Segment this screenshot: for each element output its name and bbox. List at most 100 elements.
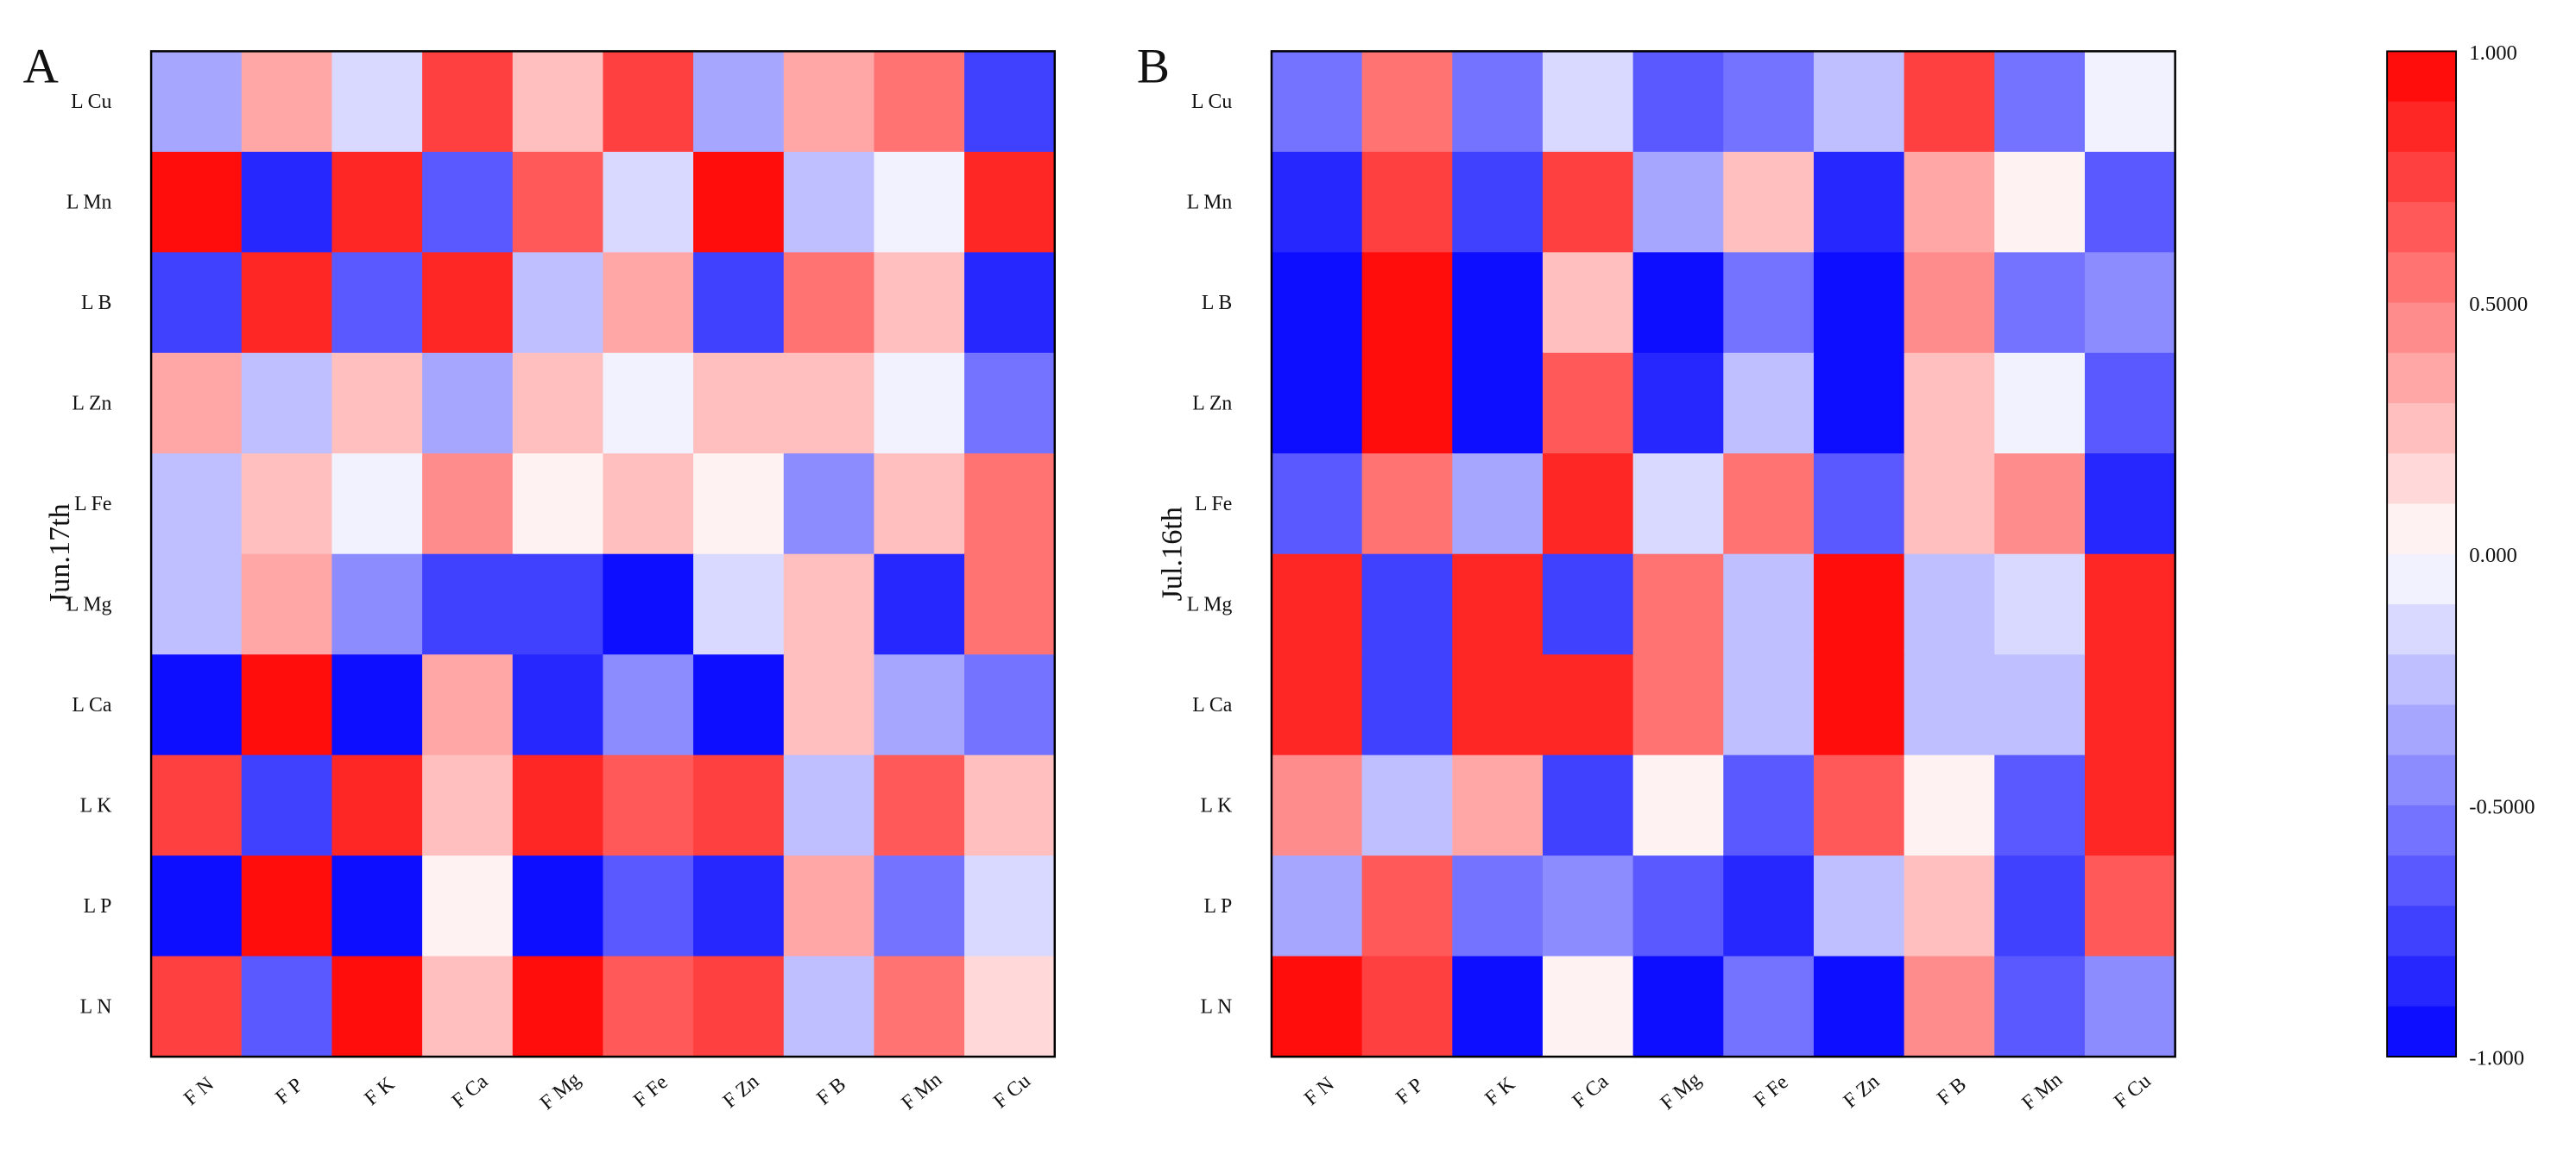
heatmap-cell (1994, 553, 2087, 656)
heatmap-cell (783, 151, 875, 254)
heatmap-cell (1542, 252, 1634, 354)
colorbar-step (2387, 704, 2457, 756)
heatmap-cell (603, 252, 695, 354)
heatmap-cell (1632, 553, 1725, 656)
heatmap-cell (331, 754, 424, 857)
heatmap-cell (964, 252, 1056, 354)
heatmap-cell (422, 352, 514, 455)
row-label: L Mg (66, 594, 112, 616)
heatmap-cell (1361, 51, 1454, 153)
heatmap-cell (2084, 51, 2176, 153)
heatmap-cell (2084, 956, 2176, 1058)
colorbar-step (2387, 151, 2457, 204)
heatmap-cell (693, 855, 785, 957)
heatmap-cell (241, 453, 333, 555)
heatmap-cell (1542, 855, 1634, 957)
heatmap-cell (2084, 553, 2176, 656)
heatmap-cell (1723, 252, 1815, 354)
heatmap-cell (1542, 51, 1634, 153)
heatmap-cell (2084, 754, 2176, 857)
heatmap-cell (422, 855, 514, 957)
colorbar-tick-label: -0.5000 (2469, 795, 2535, 818)
colorbar-tick-labels: 1.000 0.5000 0.000 -0.5000 -1.000 (2469, 41, 2535, 1070)
heatmap-cell (2084, 855, 2176, 957)
column-label: F K (361, 1073, 400, 1110)
heatmap-cell (422, 151, 514, 254)
colorbar-step (2387, 654, 2457, 706)
heatmap-cell (783, 956, 875, 1058)
heatmap-cell (151, 956, 243, 1058)
heatmap-cell (1813, 855, 1905, 957)
heatmap-cell (783, 453, 875, 555)
heatmap-cell (1452, 754, 1544, 857)
heatmap-cell (693, 654, 785, 756)
heatmap-cell (512, 553, 604, 656)
heatmap-cell (874, 553, 966, 656)
heatmap-cell (1723, 654, 1815, 756)
heatmap-cell (1813, 553, 1905, 656)
heatmap-cell (1361, 754, 1454, 857)
heatmap-cell (1632, 151, 1725, 254)
heatmap-cell (1813, 754, 1905, 857)
heatmap-cell (331, 151, 424, 254)
heatmap-cell (422, 956, 514, 1058)
heatmap-cell (1452, 352, 1544, 455)
heatmap-cell (964, 654, 1056, 756)
row-label: L K (1201, 794, 1233, 817)
heatmap-cell (1813, 352, 1905, 455)
heatmap-cell (693, 352, 785, 455)
panel-a-label: A (23, 40, 59, 94)
heatmap-cell (512, 855, 604, 957)
heatmap-panel-a: A Jun.17th L CuL MnL BL ZnL FeL MgL CaL … (23, 40, 1057, 1115)
row-label: L Mn (66, 192, 112, 214)
heatmap-cell (2084, 352, 2176, 455)
heatmap-cell (1542, 754, 1634, 857)
heatmap-cell (1994, 654, 2087, 756)
row-label: L Ca (1192, 694, 1232, 717)
column-label: F Mn (2017, 1069, 2067, 1115)
heatmap-cell (1994, 956, 2087, 1058)
heatmap-cell (603, 553, 695, 656)
panel-b-ylabel: Jul.16th (1155, 507, 1188, 601)
panel-a-column-labels: F N F P F K F Ca F Mg F Fe F Zn F B F Mn F Cu (180, 1069, 1035, 1115)
panel-b-cells (1271, 51, 2176, 1058)
colorbar-tick-label: -1.000 (2469, 1047, 2524, 1070)
colorbar-step (2387, 805, 2457, 857)
colorbar-tick-label: 1.000 (2469, 41, 2517, 65)
heatmap-cell (874, 654, 966, 756)
heatmap-cell (1723, 754, 1815, 857)
row-label: L B (81, 292, 111, 314)
row-label: L Ca (72, 694, 111, 717)
heatmap-cell (1632, 956, 1725, 1058)
row-label: L P (84, 895, 112, 918)
colorbar-step (2387, 352, 2457, 404)
panel-a-frame (149, 50, 1057, 1058)
row-label: L Zn (72, 393, 111, 415)
heatmap-cell (1723, 453, 1815, 555)
column-label: F Ca (448, 1070, 493, 1112)
heatmap-cell (1271, 654, 1363, 756)
colorbar-step (2387, 302, 2457, 354)
row-label: L Mg (1187, 594, 1233, 616)
heatmap-cell (1452, 453, 1544, 555)
heatmap-cell (603, 453, 695, 555)
heatmap-cell (422, 252, 514, 354)
panel-b-column-labels: F N F P F K F Ca F Mg F Fe F Zn F B F Mn F Cu (1300, 1069, 2156, 1115)
colorbar-step (2387, 1006, 2457, 1057)
heatmap-cell (422, 453, 514, 555)
heatmap-cell (1632, 252, 1725, 354)
heatmap-cell (151, 855, 243, 957)
row-label: L N (1201, 995, 1233, 1018)
heatmap-cell (2084, 151, 2176, 254)
heatmap-cell (1632, 352, 1725, 455)
panel-a-cells (151, 51, 1056, 1058)
heatmap-cell (964, 51, 1056, 153)
heatmap-cell (151, 453, 243, 555)
heatmap-cell (1723, 151, 1815, 254)
heatmap-cell (783, 855, 875, 957)
heatmap-cell (964, 453, 1056, 555)
heatmap-cell (331, 654, 424, 756)
colorbar-step (2387, 855, 2457, 907)
heatmap-cell (1813, 252, 1905, 354)
colorbar-step (2387, 101, 2457, 153)
